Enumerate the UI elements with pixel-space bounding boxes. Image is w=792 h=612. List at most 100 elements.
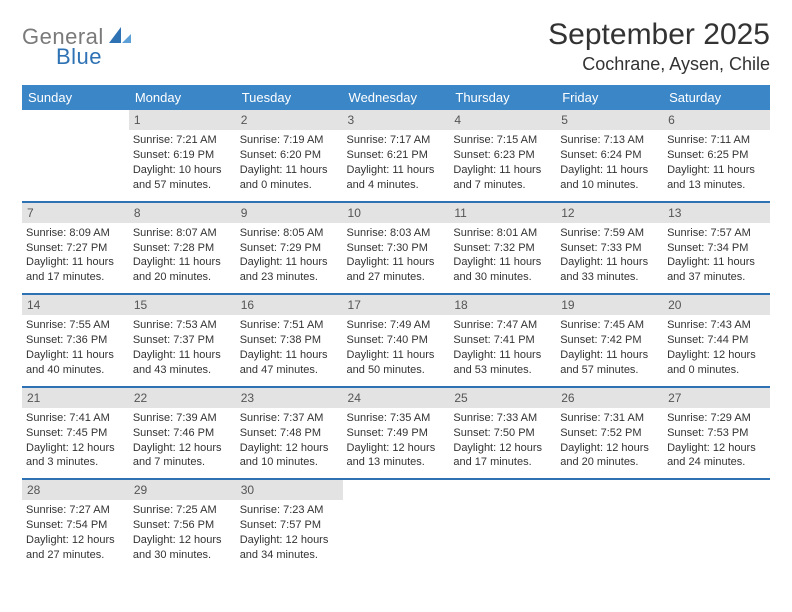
sunrise-text: Sunrise: 8:01 AM bbox=[453, 226, 552, 241]
sunset-text: Sunset: 7:34 PM bbox=[667, 241, 766, 256]
daylight-text-2: and 40 minutes. bbox=[26, 363, 125, 378]
day-cell: 28Sunrise: 7:27 AMSunset: 7:54 PMDayligh… bbox=[22, 479, 129, 571]
sunrise-text: Sunrise: 7:11 AM bbox=[667, 133, 766, 148]
sunrise-text: Sunrise: 7:15 AM bbox=[453, 133, 552, 148]
daylight-text-2: and 10 minutes. bbox=[240, 455, 339, 470]
sunset-text: Sunset: 7:42 PM bbox=[560, 333, 659, 348]
daylight-text-1: Daylight: 12 hours bbox=[347, 441, 446, 456]
daylight-text-1: Daylight: 12 hours bbox=[240, 533, 339, 548]
daylight-text-2: and 57 minutes. bbox=[560, 363, 659, 378]
sunrise-text: Sunrise: 7:25 AM bbox=[133, 503, 232, 518]
sunrise-text: Sunrise: 7:31 AM bbox=[560, 411, 659, 426]
day-number: 27 bbox=[663, 388, 770, 408]
sunset-text: Sunset: 7:40 PM bbox=[347, 333, 446, 348]
day-cell bbox=[449, 479, 556, 571]
day-cell: 27Sunrise: 7:29 AMSunset: 7:53 PMDayligh… bbox=[663, 387, 770, 480]
day-number: 30 bbox=[236, 480, 343, 500]
day-cell bbox=[22, 110, 129, 202]
day-cell bbox=[663, 479, 770, 571]
day-cell: 9Sunrise: 8:05 AMSunset: 7:29 PMDaylight… bbox=[236, 202, 343, 295]
daylight-text-2: and 0 minutes. bbox=[667, 363, 766, 378]
daylight-text-2: and 0 minutes. bbox=[240, 178, 339, 193]
sunrise-text: Sunrise: 8:05 AM bbox=[240, 226, 339, 241]
daylight-text-2: and 27 minutes. bbox=[26, 548, 125, 563]
daylight-text-2: and 13 minutes. bbox=[667, 178, 766, 193]
day-cell: 6Sunrise: 7:11 AMSunset: 6:25 PMDaylight… bbox=[663, 110, 770, 202]
day-cell: 1Sunrise: 7:21 AMSunset: 6:19 PMDaylight… bbox=[129, 110, 236, 202]
daylight-text-1: Daylight: 11 hours bbox=[240, 348, 339, 363]
daylight-text-1: Daylight: 12 hours bbox=[240, 441, 339, 456]
day-number: 13 bbox=[663, 203, 770, 223]
sunrise-text: Sunrise: 7:49 AM bbox=[347, 318, 446, 333]
header: General September 2025 Cochrane, Aysen, … bbox=[22, 18, 770, 75]
daylight-text-2: and 3 minutes. bbox=[26, 455, 125, 470]
sunrise-text: Sunrise: 7:53 AM bbox=[133, 318, 232, 333]
day-cell: 29Sunrise: 7:25 AMSunset: 7:56 PMDayligh… bbox=[129, 479, 236, 571]
daylight-text-2: and 34 minutes. bbox=[240, 548, 339, 563]
week-row: 7 Sunrise: 8:09 AMSunset: 7:27 PM Daylight… bbox=[22, 202, 770, 295]
calendar-table: Sunday Monday Tuesday Wednesday Thursday… bbox=[22, 85, 770, 571]
daylight-text-1: Daylight: 12 hours bbox=[133, 441, 232, 456]
logo-text-blue-row: Blue bbox=[22, 44, 102, 70]
daylight-text-2: and 20 minutes. bbox=[133, 270, 232, 285]
sunrise-text: Sunrise: 8:09 AM bbox=[26, 226, 125, 241]
daylight-text-1: Daylight: 12 hours bbox=[667, 441, 766, 456]
daylight-text-2: and 4 minutes. bbox=[347, 178, 446, 193]
daylight-text-2: and 7 minutes. bbox=[133, 455, 232, 470]
sunset-text: Sunset: 7:45 PM bbox=[26, 426, 125, 441]
day-number: 24 bbox=[343, 388, 450, 408]
sunrise-text: Sunrise: 7:51 AM bbox=[240, 318, 339, 333]
day-number: 28 bbox=[22, 480, 129, 500]
sunrise-text: Sunrise: 7:13 AM bbox=[560, 133, 659, 148]
day-number: 7 bbox=[22, 203, 129, 223]
sunrise-text: Sunrise: 7:39 AM bbox=[133, 411, 232, 426]
daylight-text-1: Daylight: 11 hours bbox=[453, 163, 552, 178]
sunrise-text: Sunrise: 8:07 AM bbox=[133, 226, 232, 241]
daylight-text-1: Daylight: 11 hours bbox=[240, 163, 339, 178]
day-number: 9 bbox=[236, 203, 343, 223]
day-cell: 18Sunrise: 7:47 AMSunset: 7:41 PMDayligh… bbox=[449, 294, 556, 387]
sunrise-text: Sunrise: 7:27 AM bbox=[26, 503, 125, 518]
sunset-text: Sunset: 7:27 PM bbox=[26, 241, 125, 256]
sunset-text: Sunset: 7:49 PM bbox=[347, 426, 446, 441]
daylight-text-1: Daylight: 11 hours bbox=[240, 255, 339, 270]
daylight-text-1: Daylight: 11 hours bbox=[133, 348, 232, 363]
daylight-text-2: and 30 minutes. bbox=[133, 548, 232, 563]
day-cell: 14Sunrise: 7:55 AMSunset: 7:36 PMDayligh… bbox=[22, 294, 129, 387]
day-number: 10 bbox=[343, 203, 450, 223]
sunrise-text: Sunrise: 7:29 AM bbox=[667, 411, 766, 426]
sunset-text: Sunset: 7:44 PM bbox=[667, 333, 766, 348]
weekday-sunday: Sunday bbox=[22, 85, 129, 110]
day-number: 19 bbox=[556, 295, 663, 315]
day-number: 18 bbox=[449, 295, 556, 315]
daylight-text-2: and 57 minutes. bbox=[133, 178, 232, 193]
daylight-text-2: and 27 minutes. bbox=[347, 270, 446, 285]
weekday-friday: Friday bbox=[556, 85, 663, 110]
sunrise-text: Sunrise: 7:45 AM bbox=[560, 318, 659, 333]
day-number: 4 bbox=[449, 110, 556, 130]
daylight-text-2: and 13 minutes. bbox=[347, 455, 446, 470]
sunset-text: Sunset: 7:36 PM bbox=[26, 333, 125, 348]
daylight-text-2: and 53 minutes. bbox=[453, 363, 552, 378]
day-cell: 24 Sunrise: 7:35 AMSunset: 7:49 PMDayligh… bbox=[343, 387, 450, 480]
sunrise-text: Sunrise: 7:35 AM bbox=[347, 411, 446, 426]
day-cell: 22Sunrise: 7:39 AMSunset: 7:46 PMDayligh… bbox=[129, 387, 236, 480]
day-number: 8 bbox=[129, 203, 236, 223]
daylight-text-2: and 43 minutes. bbox=[133, 363, 232, 378]
day-cell: 10Sunrise: 8:03 AMSunset: 7:30 PMDayligh… bbox=[343, 202, 450, 295]
sunrise-text: Sunrise: 7:21 AM bbox=[133, 133, 232, 148]
sunset-text: Sunset: 7:46 PM bbox=[133, 426, 232, 441]
daylight-text-2: and 33 minutes. bbox=[560, 270, 659, 285]
sunrise-text: Sunrise: 7:47 AM bbox=[453, 318, 552, 333]
week-row: 1Sunrise: 7:21 AMSunset: 6:19 PMDaylight… bbox=[22, 110, 770, 202]
day-cell bbox=[343, 479, 450, 571]
day-number: 16 bbox=[236, 295, 343, 315]
sunrise-text: Sunrise: 7:59 AM bbox=[560, 226, 659, 241]
logo-sail-icon bbox=[107, 25, 133, 50]
daylight-text-1: Daylight: 11 hours bbox=[667, 255, 766, 270]
logo-text-blue: Blue bbox=[56, 44, 102, 69]
daylight-text-2: and 17 minutes. bbox=[453, 455, 552, 470]
daylight-text-1: Daylight: 12 hours bbox=[453, 441, 552, 456]
day-cell: 2Sunrise: 7:19 AMSunset: 6:20 PMDaylight… bbox=[236, 110, 343, 202]
daylight-text-1: Daylight: 11 hours bbox=[560, 255, 659, 270]
